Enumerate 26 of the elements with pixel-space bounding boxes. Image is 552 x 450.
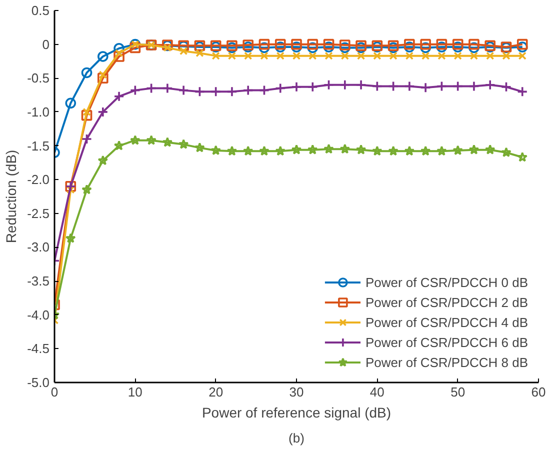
y-tick-label: -4.5 (27, 341, 50, 356)
y-tick-label: 0 (42, 36, 50, 52)
y-tick-label: -2.5 (27, 206, 50, 221)
x-tick-label: 40 (370, 384, 384, 400)
legend-label: Power of CSR/PDCCH 4 dB (365, 314, 528, 330)
y-tick-label: -0.5 (27, 70, 50, 86)
legend-label: Power of CSR/PDCCH 6 dB (365, 334, 528, 350)
y-tick-label: -1.0 (27, 104, 50, 120)
y-axis-title: Reduction (dB) (3, 150, 20, 244)
legend-label: Power of CSR/PDCCH 8 dB (365, 354, 528, 370)
x-tick-label: 50 (450, 384, 466, 400)
y-tick-label: 0.5 (31, 3, 50, 18)
x-axis-title: Power of reference signal (dB) (202, 404, 392, 420)
y-tick-label: -2.0 (27, 172, 50, 188)
x-tick-label: 10 (128, 384, 142, 400)
legend-label: Power of CSR/PDCCH 2 dB (365, 294, 528, 310)
y-tick-label: -4.0 (27, 307, 50, 322)
x-tick-label: 30 (289, 384, 304, 400)
y-tick-label: -1.5 (27, 138, 50, 154)
legend-label: Power of CSR/PDCCH 0 dB (365, 274, 528, 290)
x-tick-label: 20 (208, 384, 224, 400)
y-tick-label: -3.5 (27, 274, 50, 289)
y-tick-label: -3.0 (27, 240, 50, 255)
x-tick-label: 60 (531, 384, 546, 400)
y-tick-label: -5.0 (27, 375, 50, 390)
text: (b) (288, 430, 304, 446)
